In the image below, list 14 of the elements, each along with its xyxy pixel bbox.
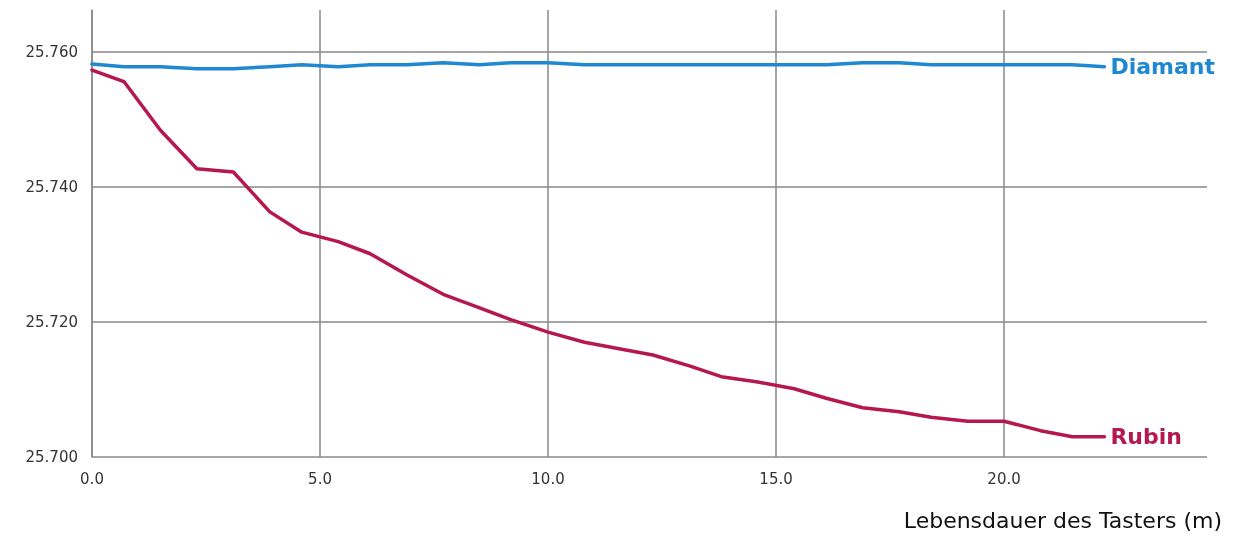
y-tick-label: 25.720 <box>25 312 78 331</box>
x-tick-label: 15.0 <box>759 469 793 488</box>
x-axis-title: Lebensdauer des Tasters (m) <box>903 507 1222 533</box>
line-series <box>90 60 1107 71</box>
y-tick-label: 25.760 <box>25 42 78 61</box>
line-series <box>90 68 1107 439</box>
y-tick-label: 25.700 <box>25 448 78 466</box>
x-tick-label: 20.0 <box>987 469 1021 488</box>
x-tick-label: 5.0 <box>308 469 332 488</box>
series-label: Rubin <box>1110 424 1182 450</box>
x-tick-label: 0.0 <box>80 469 104 488</box>
x-tick-label: 10.0 <box>531 469 565 488</box>
y-tick-label: 25.740 <box>25 177 78 196</box>
series-label: Diamant <box>1110 54 1216 80</box>
